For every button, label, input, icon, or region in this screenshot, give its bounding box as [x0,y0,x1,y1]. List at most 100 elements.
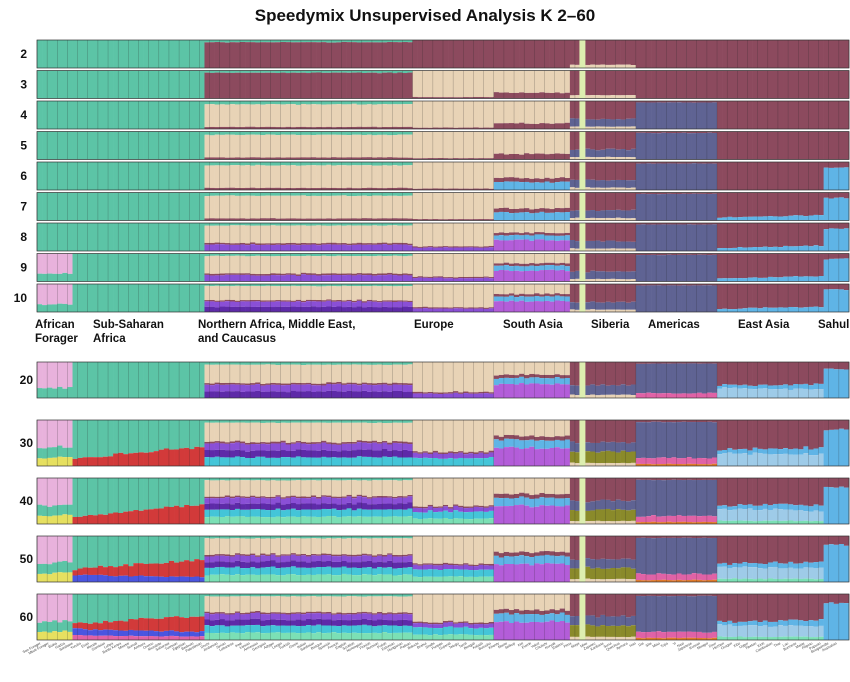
bar-segment [316,101,322,105]
bar-segment [174,131,180,160]
bar-segment [534,40,540,68]
bar-segment [524,270,530,282]
bar-segment [798,246,804,251]
bar-segment [346,104,352,127]
bar-segment [514,177,520,182]
bar-segment [356,188,363,190]
bar-segment [554,439,561,448]
bar-segment [448,131,454,159]
bar-segment [57,40,63,68]
bar-segment [366,253,373,257]
bar-segment [539,101,545,124]
bar-segment [651,253,657,255]
bar-segment [605,156,611,160]
bar-segment [331,72,337,99]
bar-segment [752,253,758,278]
bar-segment [823,289,830,312]
bar-segment [620,253,627,272]
bar-segment [341,391,347,398]
bar-segment [711,253,718,255]
bar-segment [290,420,297,423]
bar-segment [260,165,266,188]
bar-segment [295,441,302,443]
bar-segment [356,273,363,275]
bar-segment [163,162,170,190]
bar-segment [544,101,550,124]
bar-segment [240,162,246,166]
bar-segment [382,382,388,385]
bar-segment [747,70,753,99]
bar-segment [843,228,850,251]
bar-segment [407,273,413,276]
bar-segment [346,126,352,129]
bar-segment [407,442,413,445]
bar-segment [168,162,175,190]
bar-segment [245,225,251,244]
bar-segment [179,192,185,221]
bar-segment [610,131,616,149]
bar-segment [204,42,210,68]
bar-segment [549,92,555,99]
bar-segment [295,195,302,219]
bar-segment [544,269,550,282]
bar-segment [97,131,104,160]
bar-segment [285,40,292,43]
bar-segment [290,384,297,391]
bar-segment [412,420,418,452]
bar-segment [437,307,444,309]
bar-segment [635,224,642,251]
bar-segment [610,148,616,157]
bar-segment [402,40,408,43]
bar-segment [742,223,748,248]
bar-segment [559,262,566,266]
bar-segment [539,208,545,212]
bar-segment [377,307,383,312]
bar-segment [696,254,703,282]
bar-segment [544,233,550,236]
bar-segment [336,134,342,158]
bar-segment [57,386,63,398]
bar-segment [559,70,566,94]
bar-segment [224,157,231,160]
bar-segment [47,70,53,99]
bar-segment [468,188,474,190]
bar-segment [57,303,63,312]
bar-segment [559,284,566,295]
bar-segment [508,240,515,251]
bar-segment [57,420,63,446]
bar-segment [245,420,251,423]
bar-segment [549,301,555,312]
bar-segment [62,420,68,448]
bar-segment [483,458,489,466]
bar-segment [209,385,215,392]
bar-segment [569,149,576,158]
bar-segment [402,256,408,274]
bar-segment [194,40,200,68]
bar-segment [229,40,236,43]
bar-segment [559,296,566,301]
bar-segment [783,216,789,221]
bar-segment [346,362,352,365]
bar-segment [478,253,484,277]
bar-segment [331,242,337,245]
bar-segment [701,192,708,194]
bar-segment [321,195,327,219]
bar-segment [316,42,322,68]
bar-segment [585,284,591,303]
bar-segment [260,223,266,226]
bar-segment [691,363,698,394]
bar-segment [564,207,571,213]
bar-segment [701,40,708,68]
bar-segment [757,192,764,217]
bar-segment [250,242,256,245]
bar-segment [453,101,459,128]
bar-segment [184,131,190,160]
bar-segment [209,284,215,287]
bar-segment [549,294,555,297]
bar-segment [270,223,276,226]
bar-segment [620,218,627,221]
bar-segment [458,307,464,309]
bar-segment [529,123,535,129]
bar-segment [478,451,484,453]
bar-segment [260,450,266,457]
